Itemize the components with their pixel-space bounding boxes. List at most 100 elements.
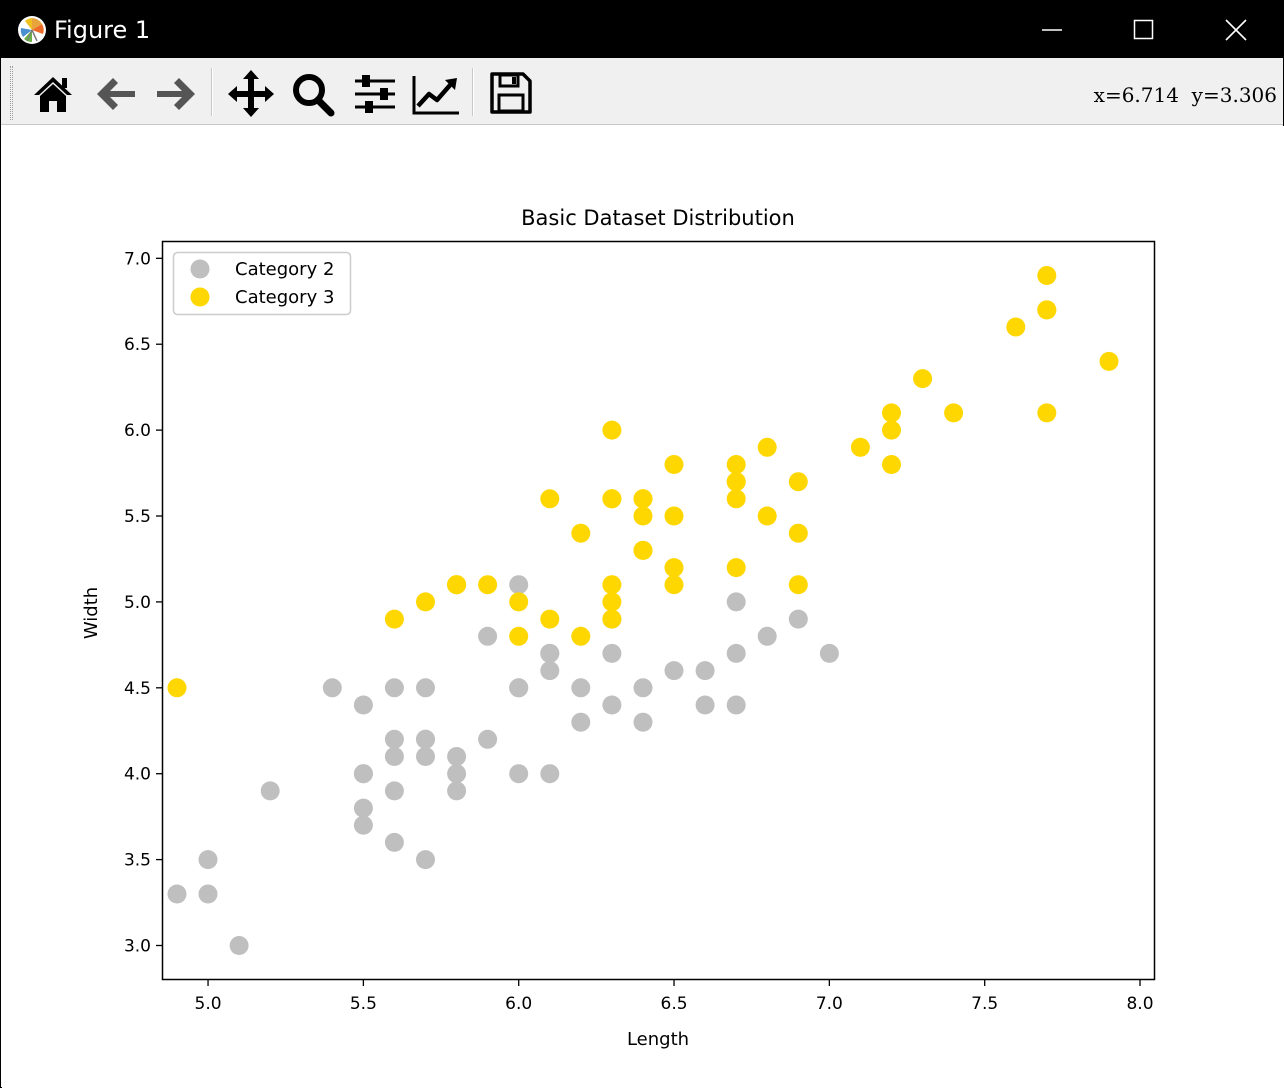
back-button[interactable] [91,68,141,118]
scatter-point [882,403,901,423]
legend-label: Category 3 [235,287,334,308]
scatter-point [509,592,529,612]
legend[interactable]: Category 2 Category 3 [172,251,352,316]
scatter-point [447,575,467,595]
maximize-icon [1133,19,1154,40]
scatter-point [384,747,404,766]
scatter-point [726,592,746,612]
x-tick-label: 6.0 [505,994,532,1014]
scatter-point [1099,351,1119,371]
move-icon [228,70,274,117]
scatter-point [913,369,933,389]
scatter-point [1006,317,1026,337]
scatter-point [664,506,684,526]
scatter-point [664,661,684,681]
scatter-point [198,884,218,904]
scatter-point [882,455,901,474]
scatter-point [726,643,746,663]
zoom-button[interactable] [288,68,338,118]
scatter-point [478,729,498,749]
scatter-point [1037,300,1057,320]
scatter-point [726,489,746,509]
x-tick-label: 6.5 [661,994,688,1014]
scatter-point [602,420,622,440]
scatter-point [571,678,591,698]
scatter-point [478,575,498,595]
home-icon [34,77,72,112]
scatter-point [353,695,373,715]
y-tick-label: 5.5 [124,507,151,527]
magnifier-icon [293,74,335,117]
scatter-point [322,678,342,698]
scatter-point [509,678,529,698]
save-button[interactable] [486,68,536,118]
scatter-point [1037,266,1057,285]
scatter-point [509,626,529,646]
x-tick-label: 8.0 [1126,994,1153,1014]
minimize-button[interactable] [1005,1,1097,58]
forward-button[interactable] [151,68,201,118]
scatter-point [416,592,435,612]
figure-canvas[interactable]: Basic Dataset Distribution 5.0 5.5 6.0 6.5 7… [2,126,1284,1088]
scatter-point [664,575,684,595]
home-button[interactable] [28,68,78,118]
legend-marker [190,259,210,279]
y-tick-label: 3.5 [124,851,151,871]
scatter-point [819,643,839,663]
scatter-point [602,609,622,629]
toolbar-grip[interactable] [10,66,13,120]
scatter-point [633,678,653,698]
y-tick-label: 4.5 [124,679,151,699]
scatter-point [757,506,777,526]
scatter-point [602,592,622,612]
scatter-point [416,678,435,698]
scatter-point [726,695,746,715]
edit-axes-button[interactable] [411,68,461,118]
scatter-point [540,643,560,663]
x-tick-label: 5.0 [195,994,222,1014]
scatter-point [447,764,467,784]
scatter-point [353,798,373,818]
scatter-point [726,558,746,578]
scatter-point [353,764,373,784]
sliders-icon [355,75,395,113]
y-tick-label: 7.0 [124,249,151,269]
scatter-point [384,678,404,698]
x-tick-label: 5.5 [350,994,377,1014]
floppy-disk-icon [490,72,532,114]
pan-button[interactable] [226,68,276,118]
scatter-point [633,712,653,732]
scatter-point [602,489,622,509]
minimize-icon [1042,29,1062,31]
axis-ticks: 5.0 5.5 6.0 6.5 7.0 7.5 8.0 3.0 3.5 4.0 4.5 5.0 5.5 6… [124,249,1154,1014]
scatter-point [726,472,746,492]
configure-subplots-button[interactable] [350,68,400,118]
x-tick-label: 7.5 [971,994,998,1014]
scatter-point [384,609,404,629]
scatter-point [882,420,901,440]
scatter-point [260,781,280,801]
title-bar[interactable]: Figure 1 [1,1,1283,58]
y-tick-label: 6.0 [124,421,151,441]
scatter-point [944,403,964,423]
scatter-point [447,747,467,766]
navigation-toolbar [1,58,1283,125]
arrow-left-icon [97,78,135,110]
scatter-point [602,695,622,715]
scatter-point [602,643,622,663]
scatter-point [384,832,404,852]
scatter-point [540,764,560,784]
scatter-points [167,266,1119,955]
scatter-point [198,850,218,870]
scatter-point [167,884,187,904]
cursor-coordinates: x=6.714 y=3.306 [1093,83,1277,107]
close-button[interactable] [1189,1,1281,58]
scatter-point [571,523,591,543]
scatter-point [633,540,653,560]
x-tick-label: 7.0 [816,994,843,1014]
scatter-point [384,729,404,749]
scatter-point [478,626,498,646]
scatter-point [788,609,808,629]
scatter-point [788,523,808,543]
maximize-button[interactable] [1097,1,1189,58]
